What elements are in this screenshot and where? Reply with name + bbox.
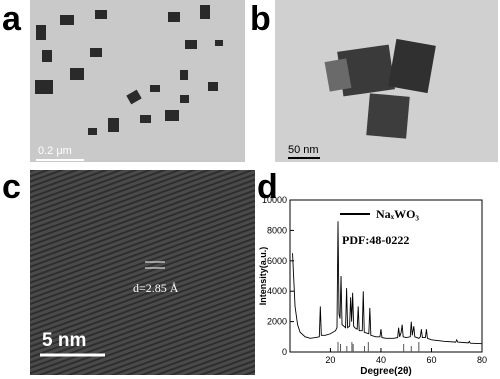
y-tick-label: 2000 xyxy=(267,317,287,327)
x-axis-label: Degree(2θ) xyxy=(360,366,412,377)
x-tick-label: 80 xyxy=(477,355,487,365)
scale-bar-label: 5 nm xyxy=(42,330,86,351)
x-tick-label: 20 xyxy=(325,355,335,365)
y-tick-label: 6000 xyxy=(267,256,287,266)
y-tick-label: 0 xyxy=(282,347,287,357)
panel-label: b xyxy=(250,0,271,38)
micrograph-c xyxy=(30,170,255,375)
d-spacing: d=2.85 Å xyxy=(133,281,179,295)
plot-frame xyxy=(289,199,483,353)
annotation: PDF:48-0222 xyxy=(342,233,409,247)
x-tick-label: 60 xyxy=(426,355,436,365)
scale-bar-label: 50 nm xyxy=(288,144,319,156)
y-tick-label: 10000 xyxy=(262,195,287,205)
panel-label: d xyxy=(257,168,278,206)
scale-bar-label: 0.2 μm xyxy=(38,145,72,157)
y-tick-label: 8000 xyxy=(267,225,287,235)
x-tick-label: 40 xyxy=(376,355,386,365)
panel-label: c xyxy=(2,168,21,206)
xrd-pattern xyxy=(292,221,483,345)
micrograph-a xyxy=(30,0,245,162)
nanocrystals-b xyxy=(324,38,436,139)
y-axis-label: Intensity(a.u.) xyxy=(258,247,268,306)
y-tick-label: 4000 xyxy=(267,286,287,296)
panel-label: a xyxy=(2,0,22,38)
legend-label: NaₓWO₃ xyxy=(376,207,419,221)
nanocrystals-a xyxy=(35,5,223,135)
